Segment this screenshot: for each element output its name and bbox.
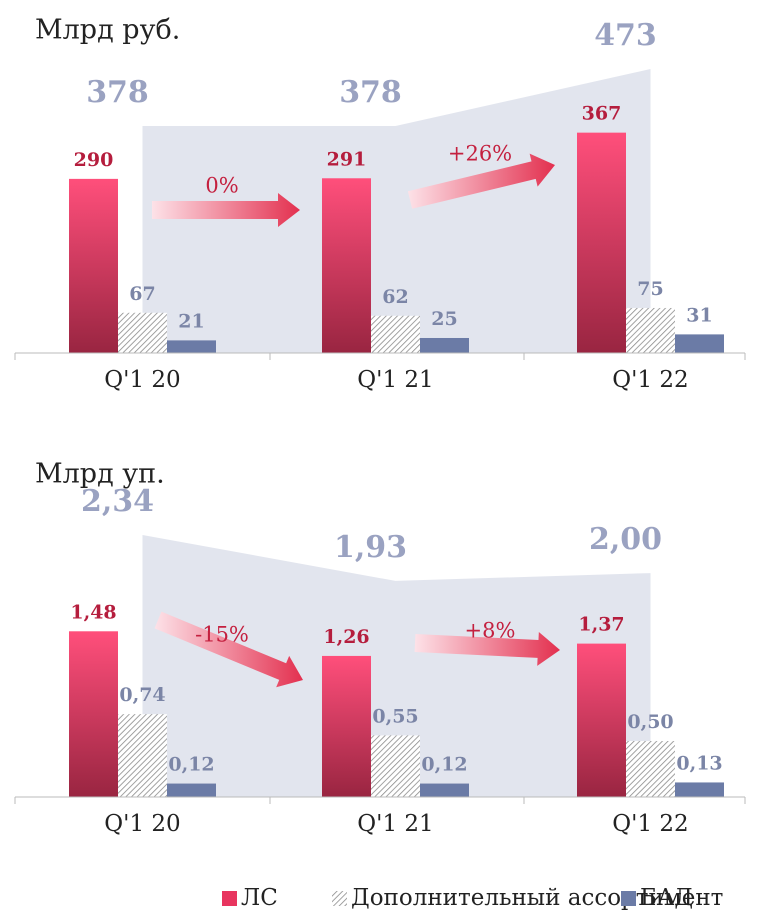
bar [167,340,216,353]
legend-label: ЛС [241,885,278,911]
total-label: 2,34 [81,484,154,519]
legend-swatch [222,891,237,906]
x-tick-label: Q'1 22 [612,367,688,393]
bar [322,178,371,353]
growth-label: -15% [195,623,249,647]
value-label: 291 [327,148,367,170]
total-area [142,535,651,797]
x-tick-label: Q'1 20 [104,811,180,837]
bar [371,315,420,353]
bar [118,312,167,353]
bar [675,334,724,353]
bar [577,643,626,797]
growth-label: +26% [448,142,512,166]
bar [69,631,118,797]
total-label: 2,00 [589,522,662,557]
value-label: 0,74 [119,684,165,706]
total-label: 1,93 [334,530,407,565]
total-label: 473 [594,18,657,53]
growth-arrow [414,631,560,666]
legend-label: БАД [640,885,693,911]
growth-arrow [152,193,300,227]
legend-swatch [621,891,636,906]
bar [626,741,675,797]
growth-label: 0% [205,174,238,198]
value-label: 1,26 [323,626,369,648]
growth-label: +8% [465,619,516,643]
growth-arrow [154,611,303,688]
bar [675,782,724,797]
x-tick-label: Q'1 21 [357,367,433,393]
unit-label: Млрд уп. [35,459,165,490]
value-label: 25 [431,308,457,330]
x-tick-label: Q'1 20 [104,367,180,393]
value-label: 1,37 [578,614,624,636]
legend-swatch [332,891,347,906]
value-label: 0,12 [168,754,214,776]
bar [420,783,469,797]
legend-label: Дополнительный ассортимент [351,885,723,911]
value-label: 62 [382,286,408,308]
bar [371,735,420,797]
value-label: 75 [637,278,663,300]
unit-label: Млрд руб. [35,15,180,46]
bar [626,307,675,353]
bar [420,337,469,353]
bar [118,714,167,797]
value-label: 0,50 [627,711,673,733]
bar [167,783,216,797]
bar [577,132,626,353]
value-label: 0,55 [372,705,418,727]
value-label: 367 [582,103,622,125]
total-label: 378 [86,75,149,110]
x-tick-label: Q'1 22 [612,811,688,837]
value-label: 1,48 [70,601,116,623]
x-tick-label: Q'1 21 [357,811,433,837]
bar [69,178,118,353]
bar [322,655,371,797]
value-label: 290 [74,149,114,171]
value-label: 21 [178,310,204,332]
value-label: 67 [129,283,155,305]
value-label: 0,12 [421,754,467,776]
total-label: 378 [339,75,402,110]
growth-arrow [407,153,555,209]
value-label: 31 [686,304,712,326]
total-area [142,69,651,353]
value-label: 0,13 [676,752,722,774]
